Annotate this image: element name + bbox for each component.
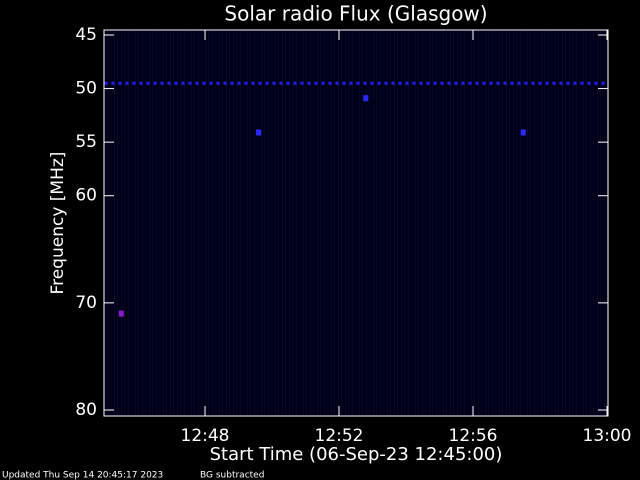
chart-title: Solar radio Flux (Glasgow) bbox=[224, 2, 487, 26]
y-tick-label: 70 bbox=[75, 293, 97, 313]
x-tick-label: 13:00 bbox=[583, 426, 632, 446]
y-tick-label: 55 bbox=[75, 132, 97, 152]
burst-point bbox=[118, 310, 124, 317]
y-tick-label: 50 bbox=[75, 79, 97, 99]
x-tick-label: 12:52 bbox=[315, 426, 364, 446]
x-tick-label: 12:48 bbox=[181, 426, 230, 446]
footer: Updated Thu Sep 14 20:45:17 2023 bbox=[2, 471, 163, 480]
y-tick-label: 45 bbox=[75, 25, 97, 45]
y-tick-label: 80 bbox=[75, 400, 97, 420]
plot-area bbox=[103, 29, 609, 417]
note: BG subtracted bbox=[200, 471, 264, 480]
x-axis-label: Start Time (06-Sep-23 12:45:00) bbox=[210, 444, 503, 465]
y-axis-label: Frequency [MHz] bbox=[48, 152, 68, 295]
burst-point bbox=[256, 129, 262, 136]
burst-point bbox=[520, 129, 526, 136]
x-tick-label: 12:56 bbox=[449, 426, 498, 446]
burst-point bbox=[363, 95, 369, 102]
y-tick-label: 60 bbox=[75, 186, 97, 206]
